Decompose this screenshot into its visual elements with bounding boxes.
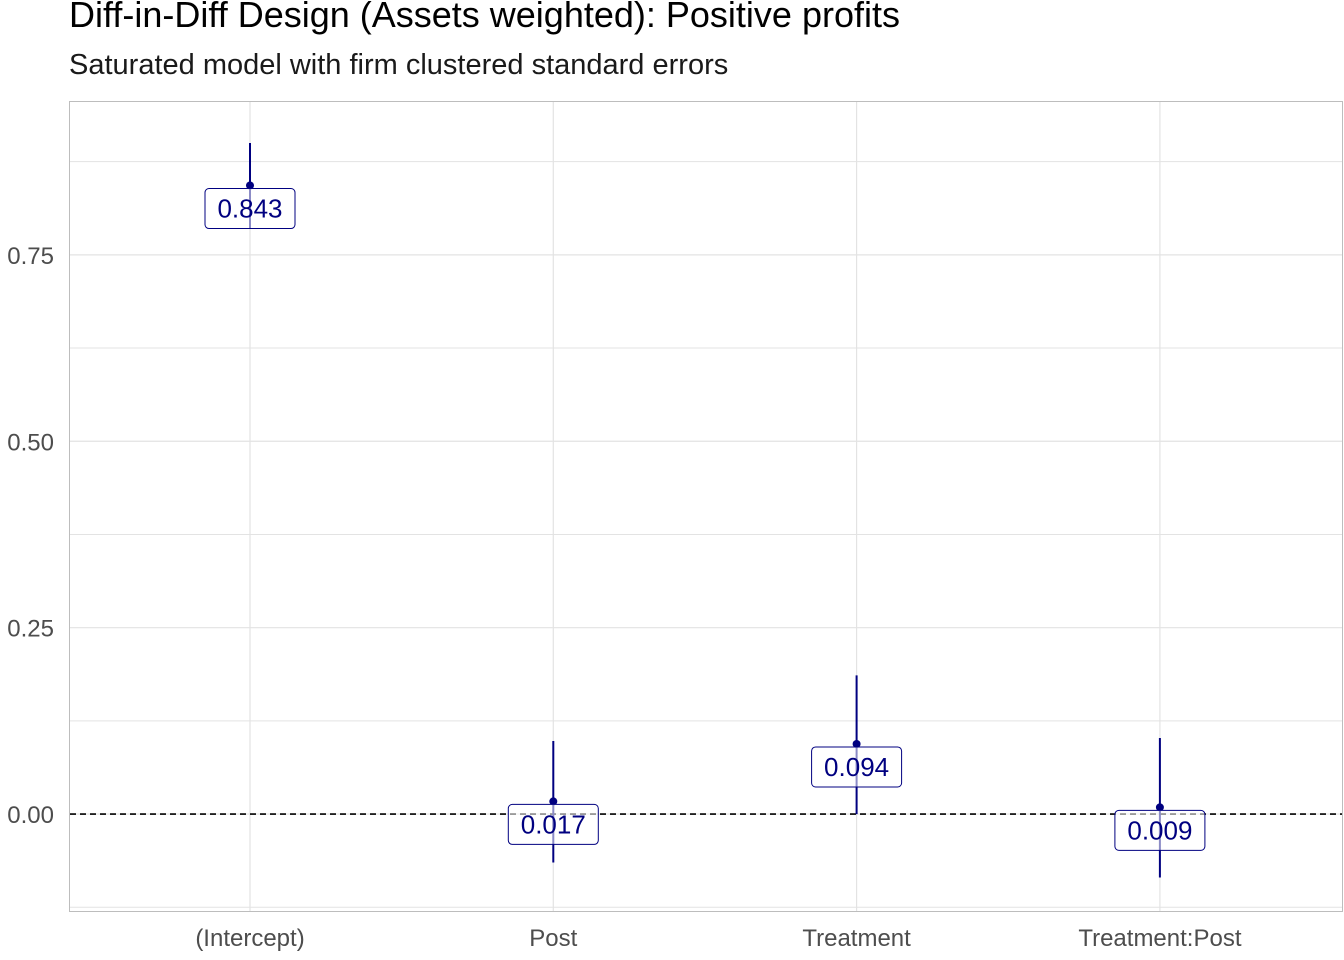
data-marks: 0.843 0.017 0.094 0.009 <box>204 143 1206 878</box>
value-label-box <box>507 803 599 845</box>
point-estimate <box>1155 803 1164 812</box>
panel-border <box>69 101 1343 912</box>
value-label-box <box>204 188 296 230</box>
value-label-box <box>811 746 903 788</box>
value-label: 0.094 <box>824 752 889 782</box>
point-estimate <box>246 181 254 190</box>
chart-title: Diff-in-Diff Design (Assets weighted): P… <box>69 0 900 35</box>
value-label: 0.843 <box>217 194 282 224</box>
x-tick-label: Treatment:Post <box>1078 925 1242 952</box>
y-tick-label: 0.25 <box>7 616 54 643</box>
x-tick-label: Treatment <box>802 925 911 952</box>
chart-subtitle: Saturated model with firm clustered stan… <box>69 49 729 81</box>
x-tick-label: (Intercept) <box>195 925 304 952</box>
y-tick-label: 0.50 <box>7 429 54 456</box>
axis-tick-labels: 0.00 0.25 0.50 0.75 (Intercept) Post Treatment… <box>7 243 1242 952</box>
y-tick-label: 0.75 <box>7 243 54 270</box>
y-tick-label: 0.00 <box>7 802 54 829</box>
x-tick-label: Post <box>529 925 577 952</box>
value-label: 0.009 <box>1127 815 1192 845</box>
value-label: 0.017 <box>521 809 586 839</box>
point-estimate <box>549 797 558 806</box>
point-estimate <box>852 739 861 748</box>
value-label-box <box>1114 809 1206 851</box>
